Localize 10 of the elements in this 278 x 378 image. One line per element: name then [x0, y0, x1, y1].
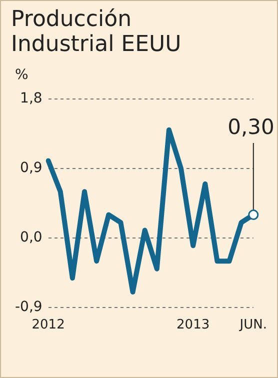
chart-title: Producción Industrial EEUU — [11, 7, 182, 57]
x-tick-label: JUN. — [238, 318, 268, 333]
y-tick-label: -0,9 — [14, 299, 42, 316]
data-label: 0,30 — [228, 114, 274, 139]
x-tick-label: 2012 — [32, 318, 65, 333]
y-tick-label: 0,0 — [20, 230, 42, 246]
y-tick-label: 1,8 — [20, 90, 42, 107]
y-tick-label: 0,9 — [20, 160, 42, 176]
y-axis-title: % — [15, 67, 28, 83]
x-tick-label: 2013 — [176, 318, 210, 333]
